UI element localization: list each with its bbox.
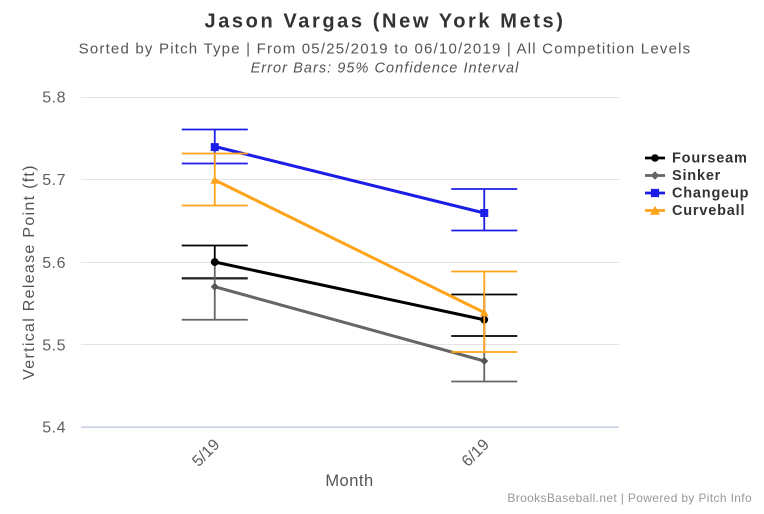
svg-text:Sinker: Sinker: [672, 168, 721, 184]
svg-text:Month: Month: [325, 472, 373, 490]
svg-text:Curveball: Curveball: [672, 203, 745, 219]
svg-text:Changeup: Changeup: [672, 186, 749, 202]
svg-text:BrooksBaseball.net | Powered b: BrooksBaseball.net | Powered by Pitch In…: [507, 491, 752, 505]
svg-text:5.6: 5.6: [42, 255, 66, 272]
svg-text:5.5: 5.5: [42, 338, 66, 355]
svg-text:5.4: 5.4: [42, 420, 66, 437]
svg-text:Jason Vargas (New York Mets): Jason Vargas (New York Mets): [204, 11, 565, 33]
svg-text:5.7: 5.7: [42, 172, 66, 189]
svg-text:Error Bars: 95% Confidence Int: Error Bars: 95% Confidence Interval: [251, 61, 520, 77]
svg-text:Vertical Release Point (ft): Vertical Release Point (ft): [21, 164, 38, 380]
svg-text:5.8: 5.8: [42, 90, 66, 107]
svg-text:Sorted by Pitch Type | From 05: Sorted by Pitch Type | From 05/25/2019 t…: [79, 41, 692, 58]
svg-text:Fourseam: Fourseam: [672, 151, 748, 167]
